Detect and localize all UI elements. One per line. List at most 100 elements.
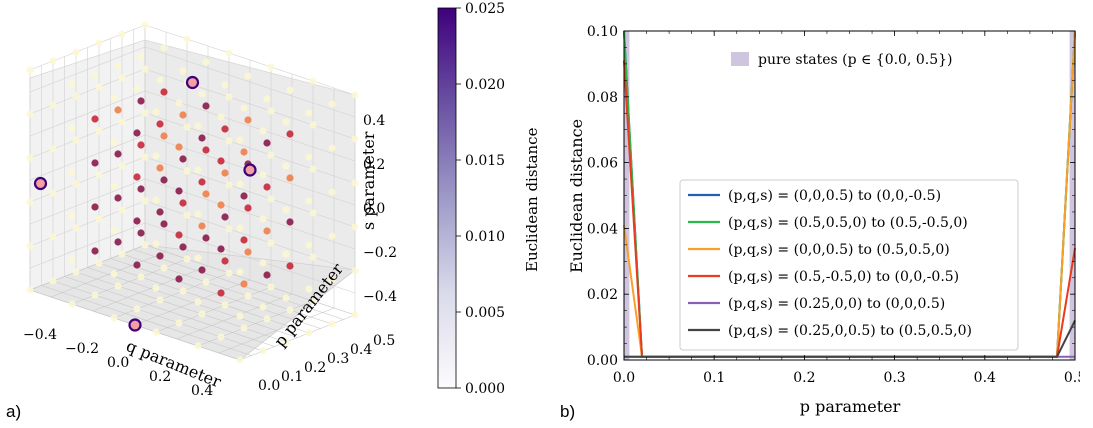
p-tick-label: 0.5 [373,333,395,349]
q-tick-label: −0.4 [23,327,57,343]
data-point [49,189,57,197]
data-point [68,212,76,220]
data-point [72,224,80,232]
data-point [328,188,336,196]
data-point [110,226,118,234]
pure-states-legend-patch [731,52,749,66]
grid-line [133,249,344,320]
data-point [110,270,118,278]
data-point [194,122,202,130]
data-point [282,250,290,258]
data-point [175,275,183,283]
data-point [263,183,271,191]
data-point [160,44,168,52]
y-tick-label: 0.00 [587,353,618,369]
data-point [259,171,267,179]
data-point [141,109,149,117]
data-point [118,206,126,214]
data-point [91,71,99,79]
data-point [244,72,252,80]
data-point [305,197,313,205]
data-point [156,208,164,216]
data-point [309,209,317,217]
highlighted-point [128,318,142,332]
data-point [240,148,248,156]
data-point [267,63,275,71]
data-point [240,280,248,288]
colorbar-tick-label: 0.005 [465,305,505,321]
s-tick-label: −0.4 [363,289,397,305]
data-point [305,153,313,161]
highlighted-point [185,75,200,90]
data-point [179,243,187,251]
data-point [267,107,275,115]
data-point [225,225,233,233]
data-point [91,159,99,167]
data-point [49,233,57,241]
data-point [179,67,187,75]
data-point [236,356,244,364]
series-line [624,320,1076,358]
panel-a-label: a) [6,402,22,421]
data-point [309,297,317,305]
data-point [91,115,99,123]
data-point [95,83,103,91]
data-point [179,287,187,295]
data-point [309,121,317,129]
data-point [240,104,248,112]
data-point [194,166,202,174]
data-point [263,315,271,323]
data-point [240,192,248,200]
panel-b-label: b) [560,402,576,421]
data-point [95,39,103,47]
data-point [137,97,145,105]
data-point [160,220,168,228]
data-point [95,215,103,223]
colorbar: 0.025 0.020 0.015 0.010 0.005 0.000 Euclidean… [437,1,541,397]
grid-line [41,285,252,356]
grid-line [64,276,275,347]
s-tick-label: 0.0 [363,201,385,217]
data-point [286,174,294,182]
data-point [91,203,99,211]
data-point [114,106,122,114]
data-point [217,333,225,341]
data-point [141,21,149,29]
data-point [114,238,122,246]
data-point [156,252,164,260]
data-point [179,155,187,163]
y-tick-label: 0.08 [587,90,618,106]
data-point [267,239,275,247]
data-point [198,178,206,186]
data-point [202,102,210,110]
data-point [286,86,294,94]
s-axis-label: s parameter [359,131,378,230]
data-point [305,285,313,293]
data-point [225,269,233,277]
data-point [183,35,191,43]
data-point [236,312,244,320]
data-point [91,291,99,299]
x-tick-label: 0.4 [974,370,996,386]
data-point [152,108,160,116]
data-point [49,277,57,285]
data-point [305,241,313,249]
data-point [351,91,359,99]
data-point [72,268,80,276]
data-point [244,116,252,124]
data-point [118,74,126,82]
p-tick-label: 0.0 [258,378,280,394]
data-point [309,253,317,261]
data-point [68,256,76,264]
x-tick-label: 0.0 [613,370,635,386]
y-tick-label: 0.06 [587,156,618,172]
series-legend-box [679,179,1019,351]
panel-a-3d-scatter: −0.4−0.20.00.20.4 0.00.10.20.30.40.50.40.… [23,21,397,399]
data-point [152,152,160,160]
highlighted-point [33,176,48,191]
data-point [152,328,160,336]
data-point [221,169,229,177]
data-point [198,90,206,98]
data-point [137,53,145,61]
data-point [175,231,183,239]
